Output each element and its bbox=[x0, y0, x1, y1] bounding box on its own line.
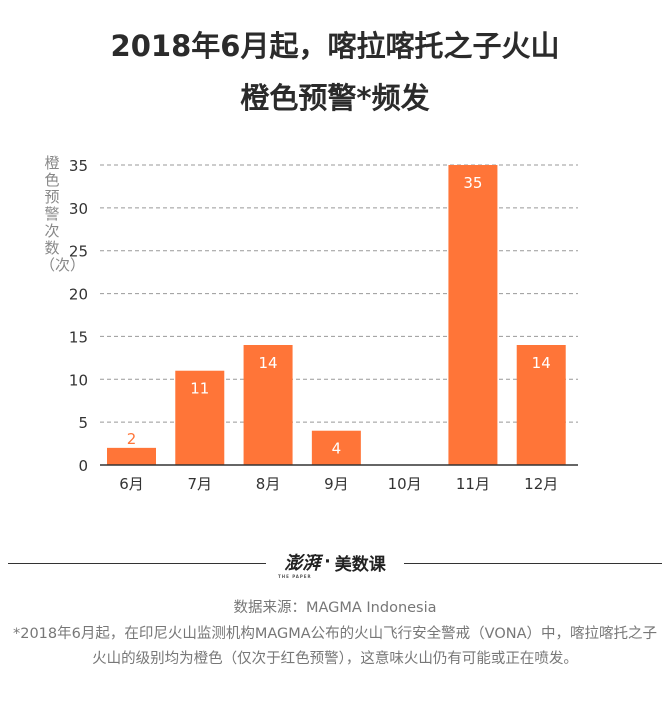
y-tick-label: 35 bbox=[69, 157, 88, 175]
chart-title-line2: 橙色预警*频发 bbox=[240, 81, 430, 115]
data-source: 数据来源：MAGMA Indonesia bbox=[233, 600, 437, 616]
data-label: 11 bbox=[190, 380, 209, 398]
footer-divider-left bbox=[8, 563, 266, 564]
data-label: 14 bbox=[259, 354, 278, 372]
x-tick-label: 10月 bbox=[388, 475, 422, 493]
bar bbox=[107, 447, 156, 465]
bar bbox=[175, 370, 225, 465]
bar-chart: 0 5 10 15 20 25 30 35 2 6月 11 7月 14 8月 4 9月 10月 35 11月 14 12… bbox=[69, 157, 578, 493]
bar bbox=[311, 430, 361, 465]
brand-logo: 澎湃 · 美数课 THE PAPER bbox=[266, 545, 404, 579]
bar bbox=[243, 345, 293, 465]
logo-text: 美数课 bbox=[334, 554, 386, 575]
y-tick-label: 0 bbox=[78, 457, 88, 475]
x-tick-label: 9月 bbox=[324, 475, 349, 493]
logo-subtitle: THE PAPER bbox=[278, 574, 312, 579]
data-label: 4 bbox=[332, 440, 342, 458]
footer-divider-right bbox=[404, 563, 662, 564]
y-tick-label: 5 bbox=[78, 414, 88, 432]
y-tick-label: 20 bbox=[69, 286, 88, 304]
x-tick-label: 8月 bbox=[256, 475, 281, 493]
chart-title-line1: 2018年6月起，喀拉喀托之子火山 bbox=[110, 29, 560, 63]
y-tick-label: 10 bbox=[69, 371, 88, 389]
y-tick-label: 25 bbox=[69, 243, 88, 261]
data-label: 14 bbox=[532, 354, 551, 372]
y-tick-label: 15 bbox=[69, 328, 88, 346]
x-tick-label: 11月 bbox=[456, 475, 490, 493]
data-label: 2 bbox=[127, 430, 137, 448]
bar bbox=[516, 345, 566, 465]
y-tick-label: 30 bbox=[69, 200, 88, 218]
bar bbox=[448, 165, 498, 465]
footnote: *2018年6月起，在印尼火山监测机构MAGMA公布的火山飞行安全警戒（VONA… bbox=[12, 626, 658, 667]
logo-separator: · bbox=[324, 552, 331, 572]
data-label: 35 bbox=[463, 174, 482, 192]
x-tick-label: 12月 bbox=[524, 475, 558, 493]
x-tick-label: 7月 bbox=[188, 475, 213, 493]
x-tick-label: 6月 bbox=[119, 475, 144, 493]
logo-mark: 澎湃 bbox=[284, 553, 321, 574]
